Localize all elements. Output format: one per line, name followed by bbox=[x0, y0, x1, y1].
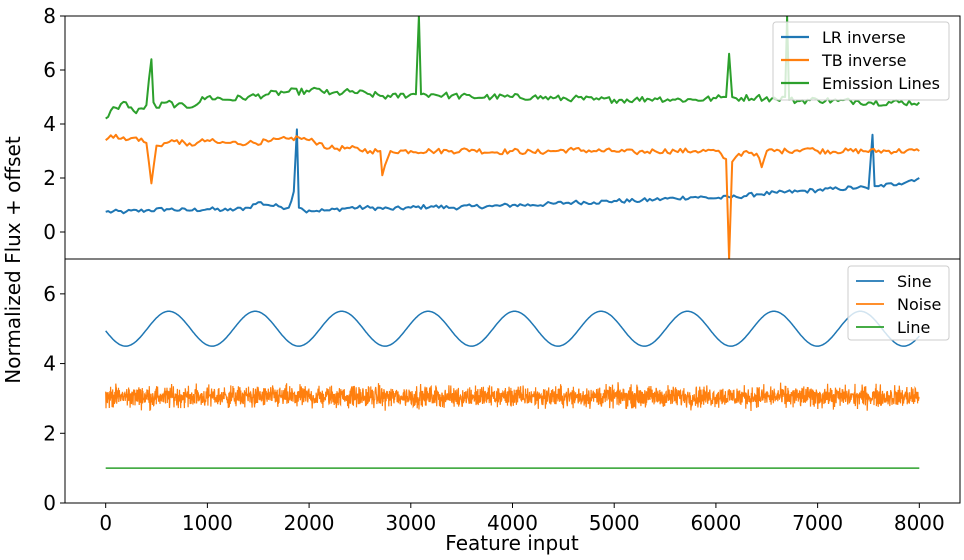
bottom-legend-label: Line bbox=[897, 318, 930, 337]
x-tick-label: 4000 bbox=[487, 511, 538, 535]
bottom-y-tick-label: 6 bbox=[43, 282, 56, 306]
bottom-y-tick-label: 4 bbox=[43, 352, 56, 376]
panel-top: 0 2 4 6 8 LR inverse TB inverse Emission Lines bbox=[43, 4, 950, 259]
x-tick-label: 5000 bbox=[589, 511, 640, 535]
bottom-y-ticks: 0 2 4 6 bbox=[43, 282, 65, 515]
y-axis-label: Normalized Flux + offset bbox=[1, 136, 25, 384]
bottom-y-tick-label: 2 bbox=[43, 421, 56, 445]
top-legend-label: LR inverse bbox=[822, 28, 906, 47]
bottom-legend-label: Sine bbox=[897, 272, 932, 291]
x-tick-label: 3000 bbox=[385, 511, 436, 535]
series-line-tb-inverse bbox=[105, 133, 920, 259]
series-line-noise bbox=[105, 382, 920, 412]
top-legend-label: Emission Lines bbox=[822, 74, 940, 93]
series-line-lr-inverse bbox=[105, 128, 920, 215]
panel-bottom: 0 2 4 6 0 1000 2000 3000 4000 5000 6000 7000 8000 S… bbox=[43, 265, 950, 535]
x-tick-label: 8000 bbox=[894, 511, 945, 535]
x-tick-label: 2000 bbox=[284, 511, 335, 535]
bottom-legend-box bbox=[847, 265, 950, 341]
bottom-legend-label: Noise bbox=[897, 295, 941, 314]
top-legend-label: TB inverse bbox=[821, 51, 907, 70]
bottom-x-ticks: 0 1000 2000 3000 4000 5000 6000 7000 8000 bbox=[99, 503, 945, 535]
top-y-tick-label: 8 bbox=[43, 4, 56, 28]
top-legend: LR inverse TB inverse Emission Lines bbox=[772, 21, 950, 101]
x-tick-label: 0 bbox=[99, 511, 112, 535]
bottom-series-group bbox=[105, 310, 920, 469]
top-y-tick-label: 0 bbox=[43, 220, 56, 244]
x-tick-label: 6000 bbox=[690, 511, 741, 535]
x-tick-label: 7000 bbox=[792, 511, 843, 535]
top-y-tick-label: 2 bbox=[43, 166, 56, 190]
top-legend-box bbox=[772, 21, 950, 101]
x-axis-label: Feature input bbox=[445, 531, 579, 555]
bottom-y-tick-label: 0 bbox=[43, 491, 56, 515]
top-y-tick-label: 4 bbox=[43, 112, 56, 136]
series-line-sine bbox=[105, 310, 920, 347]
bottom-legend: Sine Noise Line bbox=[847, 265, 950, 341]
top-y-ticks: 0 2 4 6 8 bbox=[43, 4, 65, 244]
bottom-axes-frame bbox=[64, 258, 961, 504]
top-y-tick-label: 6 bbox=[43, 58, 56, 82]
x-tick-label: 1000 bbox=[182, 511, 233, 535]
